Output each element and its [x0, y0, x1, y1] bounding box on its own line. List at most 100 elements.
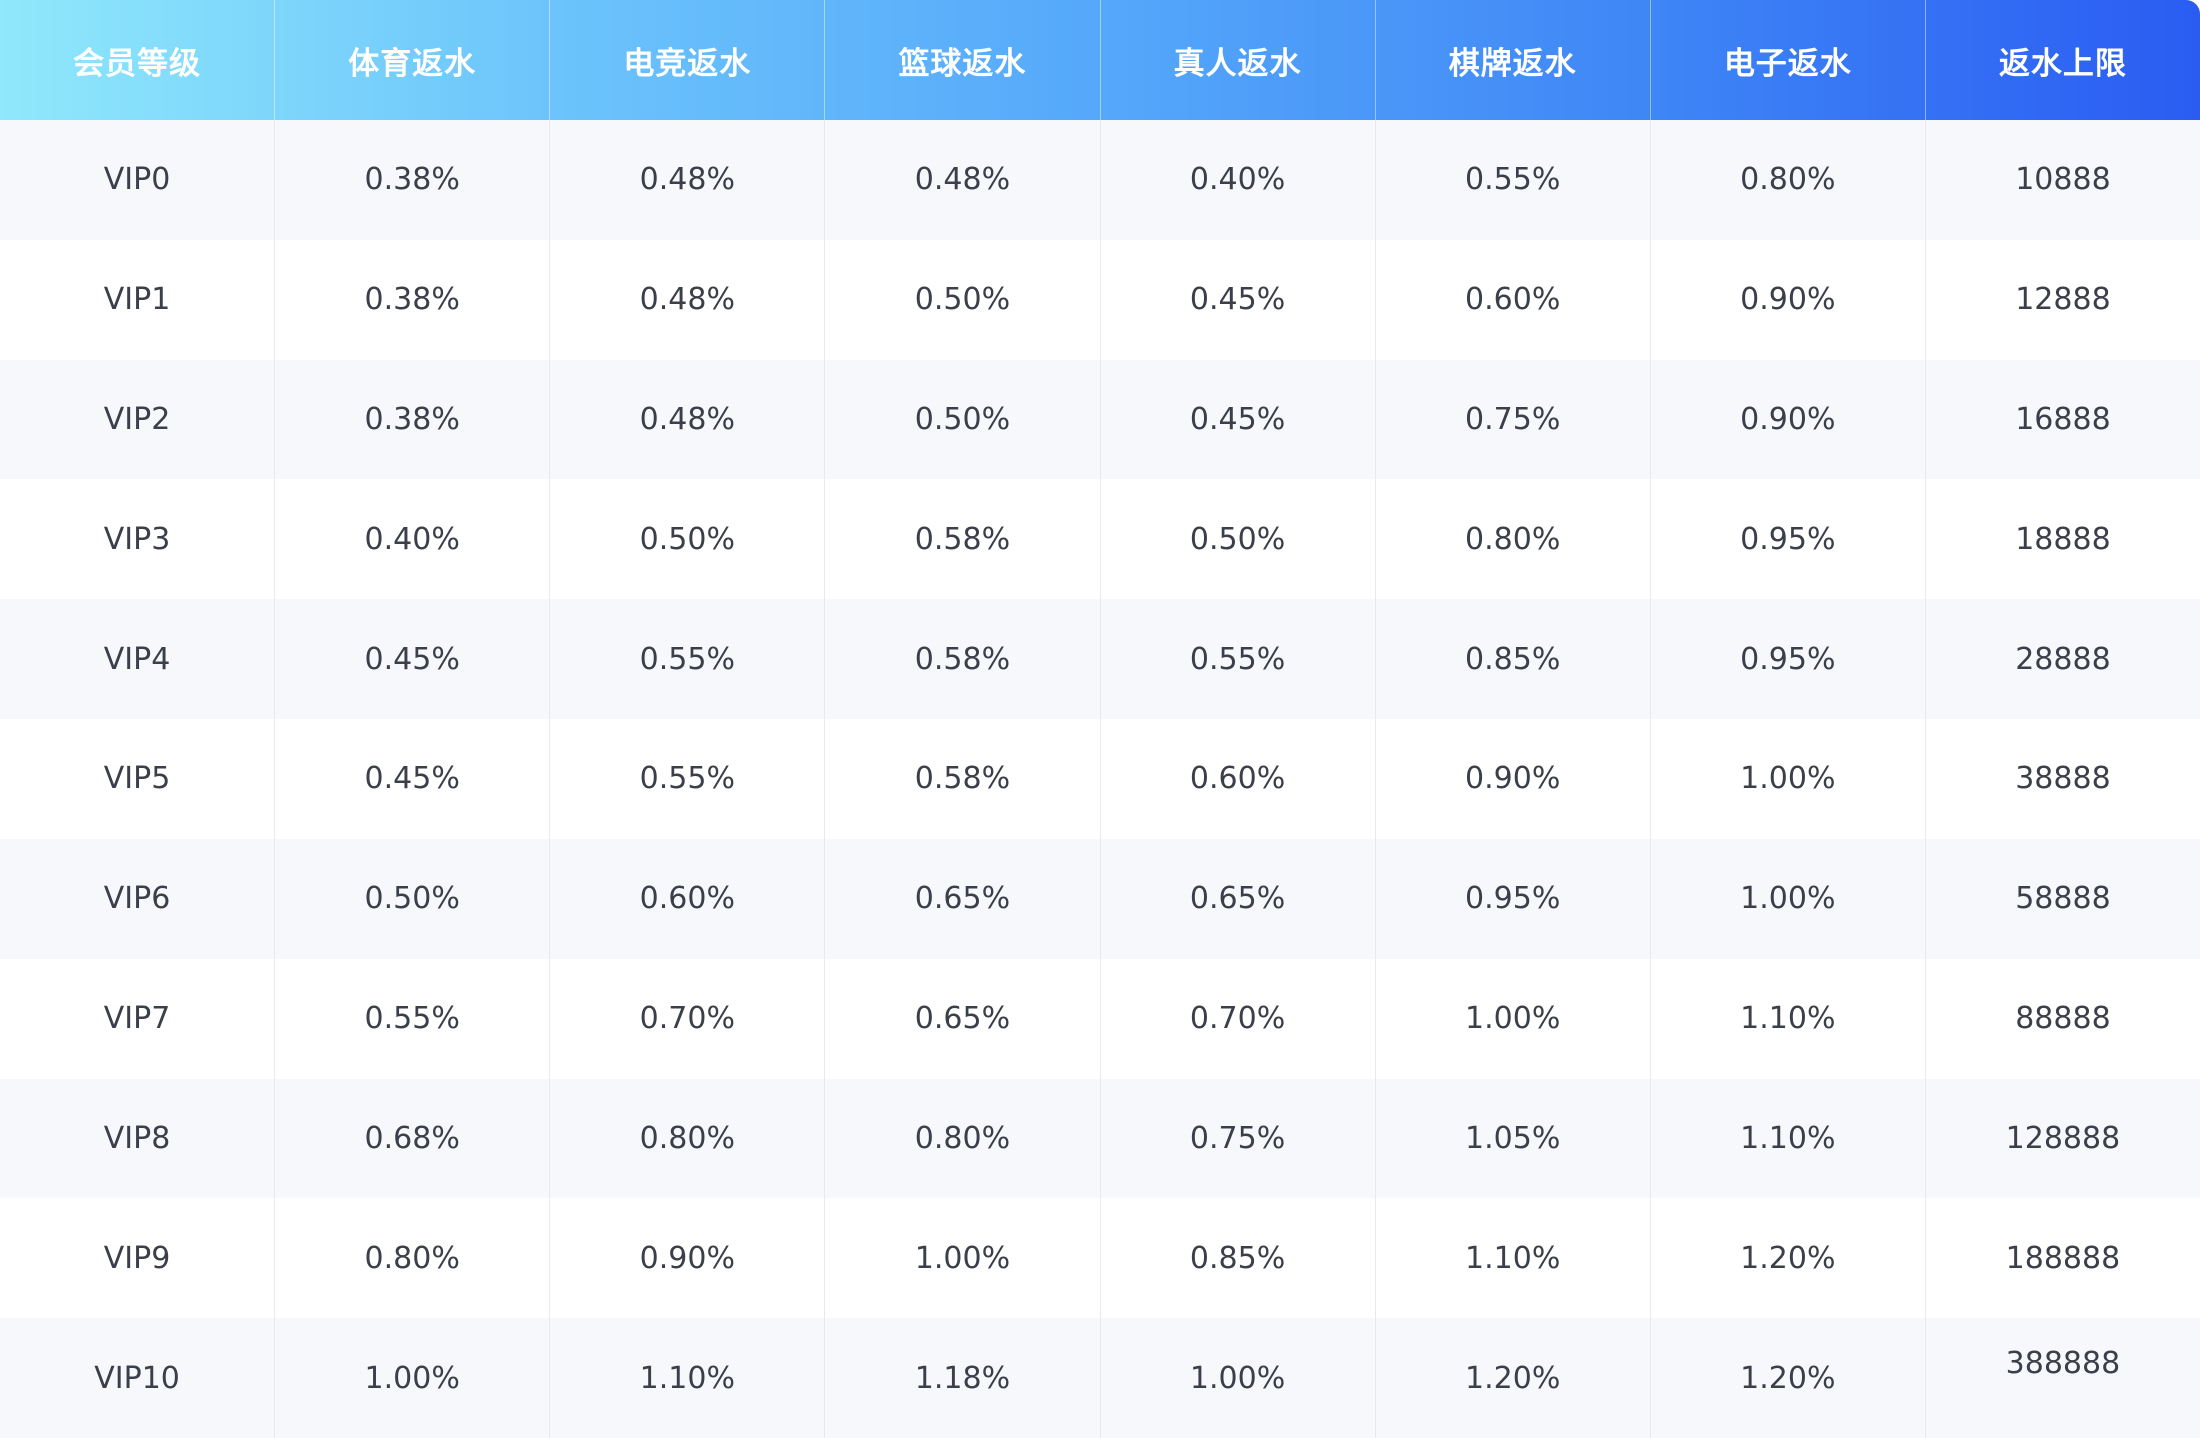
table-row: VIP3 0.40% 0.50% 0.58% 0.50% 0.80% 0.95% 18888: [0, 479, 2200, 600]
member-level-cell: VIP7: [0, 958, 276, 1079]
basketball-rebate-cell: 0.65%: [825, 958, 1101, 1079]
live-casino-rebate-cell: 0.45%: [1101, 239, 1376, 360]
esports-rebate-cell: 0.50%: [550, 479, 826, 600]
live-casino-rebate-cell: 0.40%: [1101, 120, 1376, 240]
slots-rebate-cell: 0.95%: [1651, 599, 1926, 720]
rebate-limit-cell: 388888: [2005, 1346, 2121, 1382]
table-row: VIP6 0.50% 0.60% 0.65% 0.65% 0.95% 1.00% 58888: [0, 838, 2200, 959]
esports-rebate-cell: 0.60%: [550, 838, 826, 959]
sports-rebate-cell: 0.38%: [275, 359, 551, 480]
rebate-limit-cell: 38888: [2015, 761, 2111, 797]
header-sports-rebate: 体育返水: [275, 0, 551, 120]
esports-rebate-cell: 0.48%: [550, 120, 826, 240]
member-level-cell: VIP0: [0, 120, 276, 240]
table-row: VIP4 0.45% 0.55% 0.58% 0.55% 0.85% 0.95% 28888: [0, 599, 2200, 720]
rebate-limit-cell: 88888: [2015, 1001, 2111, 1037]
header-slots-rebate: 电子返水: [1651, 0, 1926, 120]
esports-rebate-cell: 0.48%: [550, 359, 826, 480]
sports-rebate-cell: 0.68%: [275, 1078, 551, 1199]
sports-rebate-cell: 0.45%: [275, 719, 551, 839]
rebate-limit-cell: 18888: [2015, 521, 2111, 557]
card-games-rebate-cell: 0.80%: [1376, 479, 1651, 600]
live-casino-rebate-cell: 0.65%: [1101, 838, 1376, 959]
member-level-cell: VIP3: [0, 479, 276, 600]
slots-rebate-cell: 0.90%: [1651, 359, 1926, 480]
live-casino-rebate-cell: 0.50%: [1101, 479, 1376, 600]
slots-rebate-cell: 0.95%: [1651, 479, 1926, 600]
header-esports-rebate: 电竞返水: [550, 0, 826, 120]
slots-rebate-cell: 0.80%: [1651, 120, 1926, 240]
slots-rebate-cell: 1.20%: [1651, 1198, 1926, 1319]
rebate-limit-cell: 10888: [2015, 162, 2111, 198]
live-casino-rebate-cell: 0.45%: [1101, 359, 1376, 480]
slots-rebate-cell: 0.90%: [1651, 239, 1926, 360]
member-level-cell: VIP8: [0, 1078, 276, 1199]
card-games-rebate-cell: 1.00%: [1376, 958, 1651, 1079]
basketball-rebate-cell: 0.48%: [825, 120, 1101, 240]
rebate-limit-cell: 12888: [2015, 282, 2111, 318]
header-live-casino-rebate: 真人返水: [1101, 0, 1376, 120]
basketball-rebate-cell: 0.58%: [825, 719, 1101, 839]
esports-rebate-cell: 0.80%: [550, 1078, 826, 1199]
header-rebate-limit: 返水上限: [1998, 45, 2127, 82]
sports-rebate-cell: 0.40%: [275, 479, 551, 600]
rebate-limit-cell: 28888: [2015, 641, 2111, 677]
table-row: VIP1 0.38% 0.48% 0.50% 0.45% 0.60% 0.90% 12888: [0, 239, 2200, 360]
slots-rebate-cell: 1.20%: [1651, 1318, 1926, 1438]
esports-rebate-cell: 1.10%: [550, 1318, 826, 1438]
sports-rebate-cell: 0.38%: [275, 239, 551, 360]
rebate-limit-cell: 188888: [2005, 1240, 2121, 1276]
live-casino-rebate-cell: 0.75%: [1101, 1078, 1376, 1199]
table-row: VIP9 0.80% 0.90% 1.00% 0.85% 1.10% 1.20% 188888: [0, 1198, 2200, 1319]
member-level-cell: VIP4: [0, 599, 276, 720]
card-games-rebate-cell: 1.05%: [1376, 1078, 1651, 1199]
header-card-games-rebate: 棋牌返水: [1376, 0, 1651, 120]
card-games-rebate-cell: 0.90%: [1376, 719, 1651, 839]
header-member-level: 会员等级: [0, 0, 276, 120]
esports-rebate-cell: 0.70%: [550, 958, 826, 1079]
slots-rebate-cell: 1.00%: [1651, 719, 1926, 839]
table-row: VIP2 0.38% 0.48% 0.50% 0.45% 0.75% 0.90% 16888: [0, 359, 2200, 480]
basketball-rebate-cell: 0.65%: [825, 838, 1101, 959]
table-header: 会员等级 体育返水 电竞返水 篮球返水 真人返水 棋牌返水 电子返水 返水上限: [0, 0, 2200, 120]
basketball-rebate-cell: 1.00%: [825, 1198, 1101, 1319]
basketball-rebate-cell: 0.50%: [825, 359, 1101, 480]
sports-rebate-cell: 1.00%: [275, 1318, 551, 1438]
rebate-limit-cell: 58888: [2015, 881, 2111, 917]
sports-rebate-cell: 0.80%: [275, 1198, 551, 1319]
sports-rebate-cell: 0.38%: [275, 120, 551, 240]
card-games-rebate-cell: 0.85%: [1376, 599, 1651, 720]
esports-rebate-cell: 0.55%: [550, 719, 826, 839]
basketball-rebate-cell: 1.18%: [825, 1318, 1101, 1438]
slots-rebate-cell: 1.00%: [1651, 838, 1926, 959]
live-casino-rebate-cell: 0.70%: [1101, 958, 1376, 1079]
sports-rebate-cell: 0.55%: [275, 958, 551, 1079]
rebate-limit-cell: 128888: [2005, 1120, 2121, 1156]
card-games-rebate-cell: 0.55%: [1376, 120, 1651, 240]
card-games-rebate-cell: 1.10%: [1376, 1198, 1651, 1319]
basketball-rebate-cell: 0.80%: [825, 1078, 1101, 1199]
live-casino-rebate-cell: 0.60%: [1101, 719, 1376, 839]
card-games-rebate-cell: 0.75%: [1376, 359, 1651, 480]
sports-rebate-cell: 0.45%: [275, 599, 551, 720]
card-games-rebate-cell: 0.95%: [1376, 838, 1651, 959]
basketball-rebate-cell: 0.58%: [825, 479, 1101, 600]
esports-rebate-cell: 0.90%: [550, 1198, 826, 1319]
live-casino-rebate-cell: 0.85%: [1101, 1198, 1376, 1319]
slots-rebate-cell: 1.10%: [1651, 1078, 1926, 1199]
member-level-cell: VIP1: [0, 239, 276, 360]
sports-rebate-cell: 0.50%: [275, 838, 551, 959]
table-row: VIP0 0.38% 0.48% 0.48% 0.40% 0.55% 0.80% 10888: [0, 120, 2200, 240]
member-level-cell: VIP2: [0, 359, 276, 480]
slots-rebate-cell: 1.10%: [1651, 958, 1926, 1079]
table-body: VIP0 0.38% 0.48% 0.48% 0.40% 0.55% 0.80% 10888 V…: [0, 120, 2200, 1438]
esports-rebate-cell: 0.48%: [550, 239, 826, 360]
card-games-rebate-cell: 0.60%: [1376, 239, 1651, 360]
member-level-cell: VIP6: [0, 838, 276, 959]
card-games-rebate-cell: 1.20%: [1376, 1318, 1651, 1438]
live-casino-rebate-cell: 0.55%: [1101, 599, 1376, 720]
member-level-cell: VIP9: [0, 1198, 276, 1319]
table-row: VIP8 0.68% 0.80% 0.80% 0.75% 1.05% 1.10% 128888: [0, 1078, 2200, 1199]
esports-rebate-cell: 0.55%: [550, 599, 826, 720]
member-level-cell: VIP5: [0, 719, 276, 839]
